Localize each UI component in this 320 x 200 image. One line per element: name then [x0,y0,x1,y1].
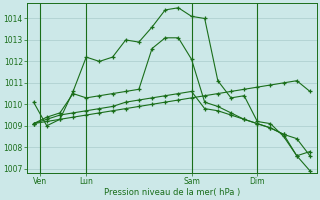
X-axis label: Pression niveau de la mer( hPa ): Pression niveau de la mer( hPa ) [104,188,240,197]
